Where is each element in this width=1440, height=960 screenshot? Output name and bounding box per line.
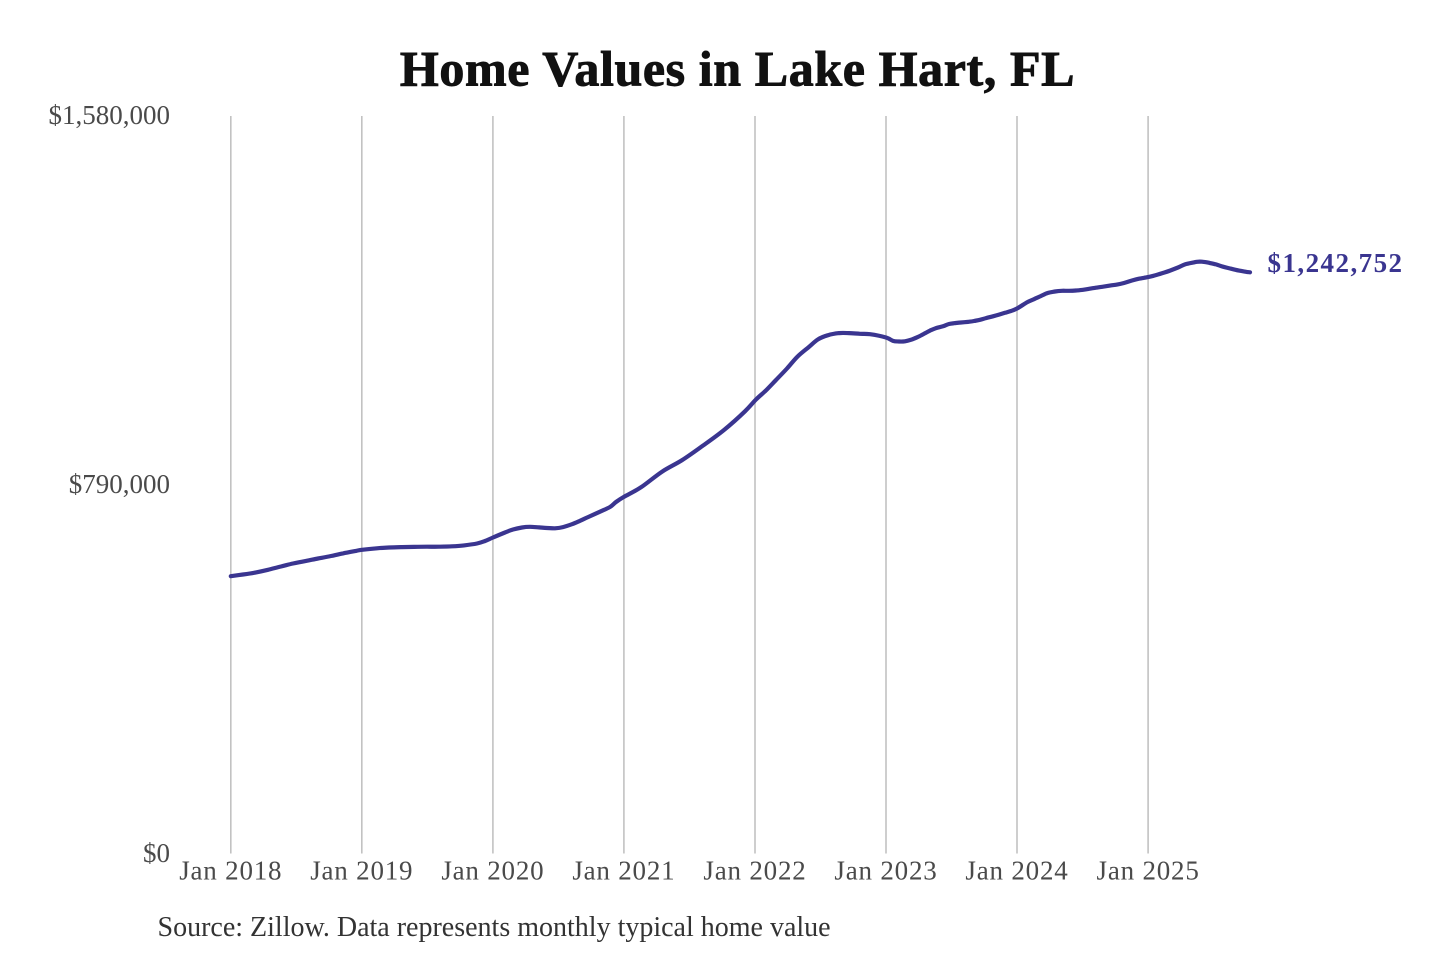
svg-text:Jan 2018: Jan 2018	[179, 856, 282, 886]
svg-text:Home Values in Lake Hart, FL: Home Values in Lake Hart, FL	[400, 41, 1075, 97]
svg-text:Jan 2022: Jan 2022	[703, 856, 806, 886]
svg-text:Source: Zillow. Data represent: Source: Zillow. Data represents monthly …	[158, 912, 831, 943]
svg-text:$1,242,752: $1,242,752	[1268, 248, 1404, 278]
svg-text:$790,000: $790,000	[69, 469, 170, 499]
svg-text:Jan 2019: Jan 2019	[310, 856, 413, 886]
svg-text:$0: $0	[143, 838, 170, 868]
svg-text:Jan 2023: Jan 2023	[834, 856, 937, 886]
svg-text:Jan 2021: Jan 2021	[572, 856, 675, 886]
svg-text:Jan 2025: Jan 2025	[1097, 856, 1200, 886]
svg-text:Jan 2024: Jan 2024	[965, 856, 1068, 886]
svg-text:$1,580,000: $1,580,000	[49, 100, 171, 130]
svg-text:Jan 2020: Jan 2020	[441, 856, 544, 886]
